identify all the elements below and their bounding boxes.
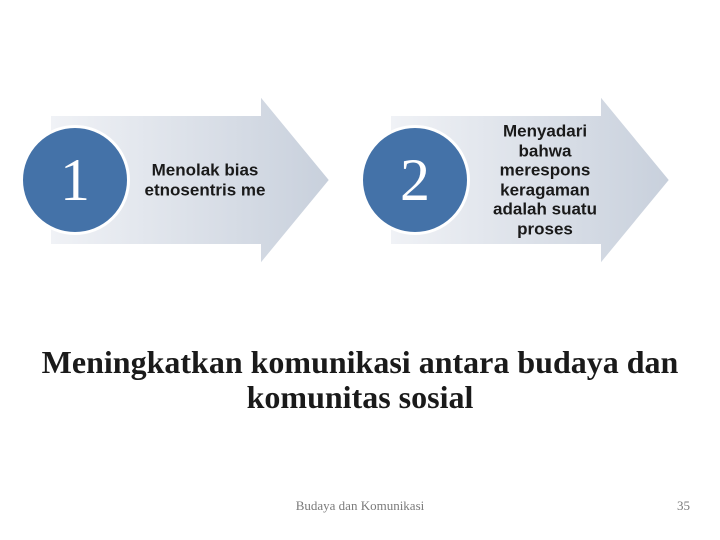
slide-heading: Meningkatkan komunikasi antara budaya da… (0, 345, 720, 415)
arrow-block-2: 2 Menyadari bahwa merespons keragaman ad… (390, 95, 670, 265)
step-number-1: 1 (60, 146, 90, 215)
arrow-block-1: 1 Menolak bias etnosentris me (50, 95, 330, 265)
step-circle-1: 1 (20, 125, 130, 235)
step-number-2: 2 (400, 146, 430, 215)
step-text-2: Menyadari bahwa merespons keragaman adal… (480, 121, 610, 238)
step-circle-2: 2 (360, 125, 470, 235)
slide-footer: Budaya dan Komunikasi 35 (0, 498, 720, 518)
step-text-1: Menolak bias etnosentris me (140, 160, 270, 199)
footer-center-text: Budaya dan Komunikasi (0, 498, 720, 514)
arrows-row: 1 Menolak bias etnosentris me 2 Menyadar… (0, 95, 720, 275)
slide: 1 Menolak bias etnosentris me 2 Menyadar… (0, 0, 720, 540)
footer-page-number: 35 (677, 498, 690, 514)
